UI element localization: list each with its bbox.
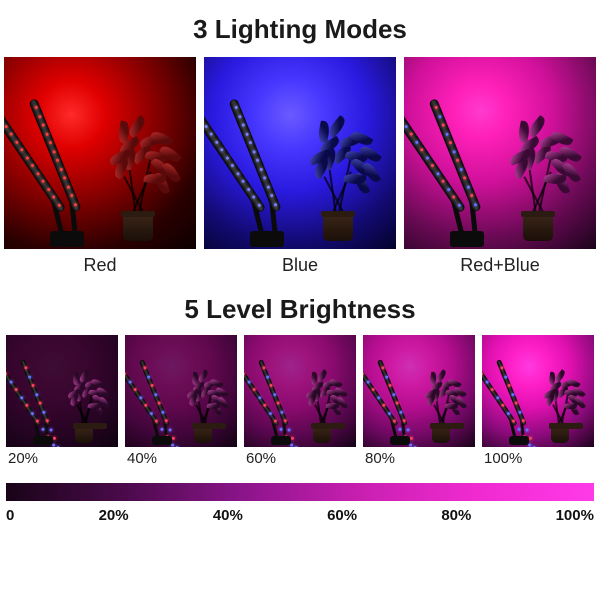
gradient-section: 0 20% 40% 60% 80% 100% [0, 467, 600, 524]
mode-cell: Blue [204, 57, 396, 276]
brightness-image [363, 335, 475, 447]
brightness-label: 100% [482, 450, 594, 467]
mode-label: Red [4, 255, 196, 276]
mode-cell: Red+Blue [404, 57, 596, 276]
modes-row: Red Blue Red+Blue [0, 57, 600, 276]
brightness-cell: 60% [244, 335, 356, 467]
brightness-label: 40% [125, 450, 237, 467]
gradient-tick: 80% [441, 507, 471, 524]
brightness-cell: 100% [482, 335, 594, 467]
brightness-image [125, 335, 237, 447]
mode-label: Blue [204, 255, 396, 276]
gradient-tick: 60% [327, 507, 357, 524]
brightness-cell: 40% [125, 335, 237, 467]
brightness-row: 20% 40% 60% 80% 100% [0, 335, 600, 467]
brightness-cell: 80% [363, 335, 475, 467]
mode-cell: Red [4, 57, 196, 276]
gradient-tick: 0 [6, 507, 14, 524]
brightness-cell: 20% [6, 335, 118, 467]
mode-label: Red+Blue [404, 255, 596, 276]
mode-image [204, 57, 396, 249]
mode-image [4, 57, 196, 249]
brightness-image [244, 335, 356, 447]
gradient-ticks: 0 20% 40% 60% 80% 100% [6, 507, 594, 524]
brightness-image [6, 335, 118, 447]
gradient-tick: 100% [556, 507, 594, 524]
brightness-image [482, 335, 594, 447]
brightness-label: 60% [244, 450, 356, 467]
brightness-label: 80% [363, 450, 475, 467]
gradient-bar [6, 483, 594, 501]
gradient-tick: 20% [99, 507, 129, 524]
brightness-title: 5 Level Brightness [0, 294, 600, 325]
mode-image [404, 57, 596, 249]
modes-title: 3 Lighting Modes [0, 14, 600, 45]
gradient-tick: 40% [213, 507, 243, 524]
brightness-label: 20% [6, 450, 118, 467]
